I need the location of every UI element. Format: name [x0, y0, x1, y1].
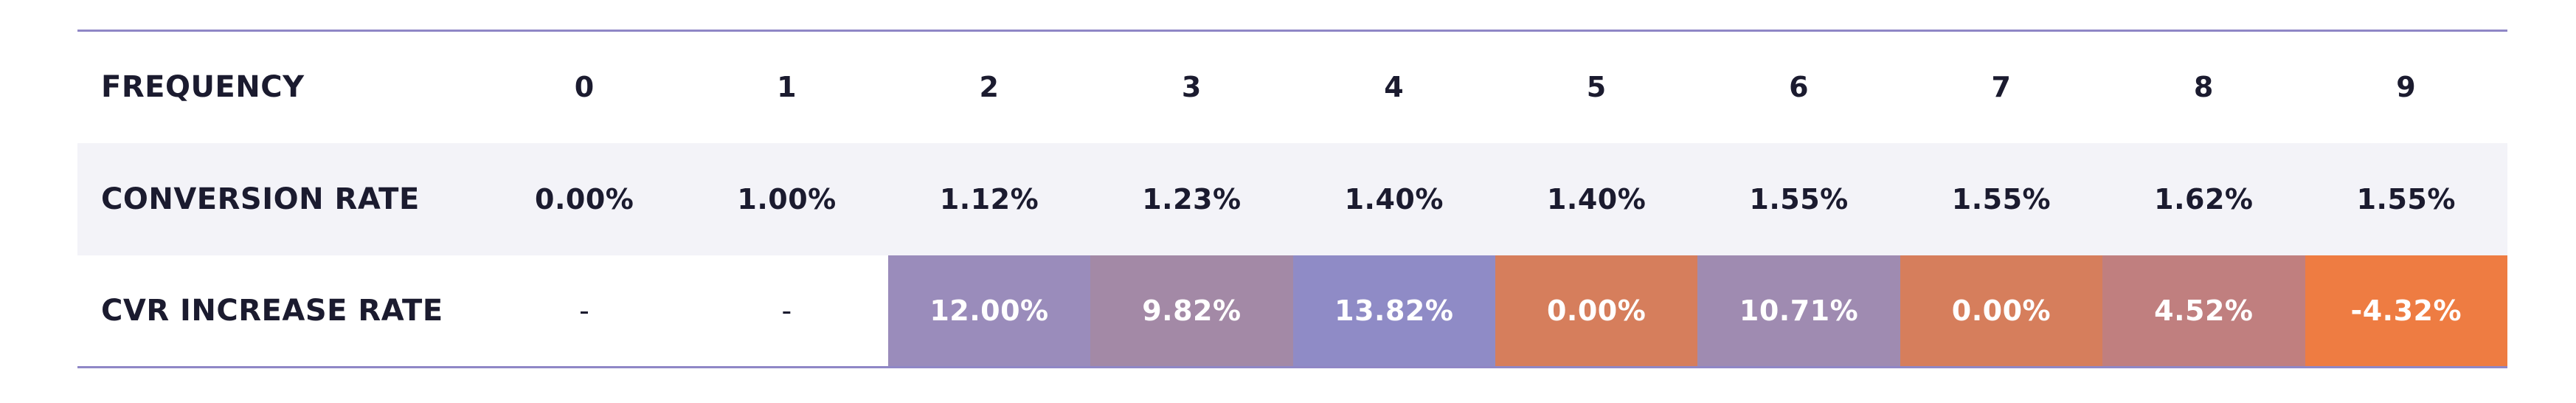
cvr-increase-cell: - — [781, 294, 792, 327]
conversion-rate-cell: 1.23% — [1090, 142, 1293, 255]
cvr-increase-row-label: CVR INCREASE RATE — [101, 293, 443, 328]
conversion-rate-cell: 1.62% — [2102, 142, 2305, 255]
conversion-rate-cell: 1.40% — [1292, 142, 1495, 255]
frequency-row-label: FREQUENCY — [101, 70, 305, 105]
cvr-increase-heat-cell: -4.32% — [2305, 255, 2507, 368]
cvr-increase-row: CVR INCREASE RATE - - 12.00% 9.82% 13.82… — [77, 255, 2507, 368]
frequency-cell: 7 — [1991, 71, 2012, 104]
cvr-increase-cell: - — [579, 294, 590, 327]
cvr-increase-heat-cell: 13.82% — [1292, 255, 1495, 368]
conversion-rate-row-label: CONVERSION RATE — [77, 142, 484, 255]
conversion-rate-cell: 1.00% — [685, 142, 888, 255]
frequency-cell: 5 — [1586, 71, 1607, 104]
cvr-increase-heat-cell: 4.52% — [2102, 255, 2305, 368]
frequency-cvr-table: FREQUENCY 0 1 2 3 4 5 6 7 8 9 CONVERSION… — [77, 30, 2507, 368]
cvr-increase-heat-cell: 0.00% — [1900, 255, 2103, 368]
frequency-cell: 1 — [777, 71, 797, 104]
cvr-increase-heat-cell: 0.00% — [1495, 255, 1698, 368]
frequency-cell: 9 — [2396, 71, 2417, 104]
cvr-increase-heat-cell: 9.82% — [1090, 255, 1293, 368]
conversion-rate-cell: 1.55% — [2305, 142, 2507, 255]
frequency-row: FREQUENCY 0 1 2 3 4 5 6 7 8 9 — [77, 31, 2507, 143]
frequency-cell: 8 — [2193, 71, 2214, 104]
conversion-rate-cell: 1.40% — [1495, 142, 1698, 255]
conversion-rate-cell: 1.12% — [887, 142, 1091, 255]
frequency-cell: 6 — [1789, 71, 1810, 104]
frequency-cell: 0 — [574, 71, 595, 104]
frequency-table-container: FREQUENCY 0 1 2 3 4 5 6 7 8 9 CONVERSION… — [77, 30, 2507, 368]
conversion-rate-cell: 0.00% — [483, 142, 686, 255]
frequency-cell: 4 — [1384, 71, 1405, 104]
conversion-rate-cell: 1.55% — [1900, 142, 2103, 255]
cvr-increase-heat-cell: 12.00% — [887, 255, 1091, 368]
frequency-cell: 3 — [1181, 71, 1202, 104]
frequency-cell: 2 — [979, 71, 1000, 104]
conversion-rate-cell: 1.55% — [1697, 142, 1900, 255]
conversion-rate-row: CONVERSION RATE 0.00% 1.00% 1.12% 1.23% … — [77, 142, 2507, 255]
cvr-increase-heat-cell: 10.71% — [1697, 255, 1900, 368]
